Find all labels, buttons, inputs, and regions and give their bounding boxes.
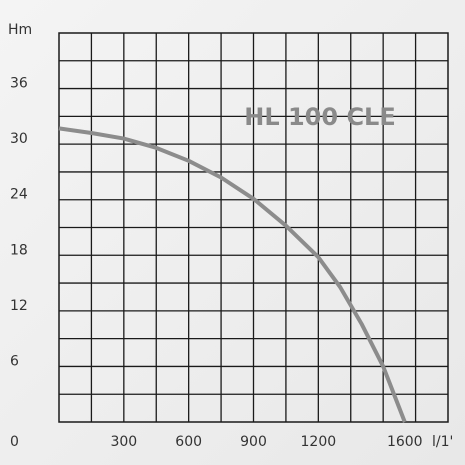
y-tick-label: 18 — [10, 242, 28, 258]
curve — [58, 126, 407, 423]
y-tick-label: 6 — [10, 353, 19, 369]
x-tick-label: 1600 — [387, 434, 423, 450]
origin-label: 0 — [10, 434, 19, 450]
x-tick-label: 1200 — [301, 434, 337, 450]
y-axis-label: Hm — [8, 22, 32, 38]
x-axis-label: l/1' — [432, 434, 453, 450]
y-tick-label: 36 — [10, 76, 28, 92]
plot-border — [58, 32, 449, 423]
x-tick-label: 900 — [240, 434, 267, 450]
x-tick-label: 300 — [110, 434, 137, 450]
y-tick-label: 24 — [10, 187, 28, 203]
x-tick-label: 600 — [175, 434, 202, 450]
y-tick-label: 30 — [10, 131, 28, 147]
y-tick-label: 12 — [10, 298, 28, 314]
chart-title: HL 100 CLE — [244, 103, 396, 131]
